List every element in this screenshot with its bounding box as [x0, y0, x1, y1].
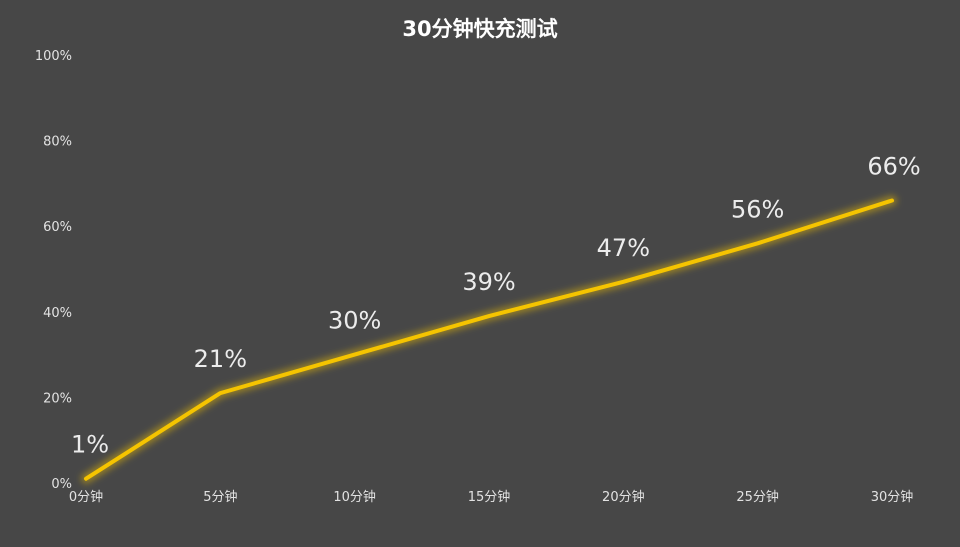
data-point — [487, 314, 491, 318]
x-tick-label: 15分钟 — [468, 489, 511, 505]
data-point — [756, 241, 760, 245]
chart-title: 30分钟快充测试 — [402, 17, 557, 41]
data-point — [890, 199, 894, 203]
data-labels: 1% 21% 30% 39% 47% 56% 66% — [71, 153, 921, 459]
y-tick-label: 20% — [43, 391, 72, 406]
x-tick-label: 20分钟 — [602, 489, 645, 505]
x-tick-label: 5分钟 — [203, 489, 237, 505]
data-label: 66% — [867, 153, 920, 181]
y-tick-label: 40% — [43, 306, 72, 321]
data-label: 47% — [597, 234, 650, 262]
y-tick-label: 60% — [43, 220, 72, 235]
x-tick-label: 25分钟 — [736, 489, 779, 505]
y-tick-label: 100% — [35, 49, 72, 64]
data-point — [218, 391, 222, 395]
x-tick-label: 0分钟 — [69, 489, 103, 505]
data-label: 1% — [71, 431, 109, 459]
series-layer — [81, 195, 897, 484]
data-label: 30% — [328, 307, 381, 335]
y-tick-label: 0% — [51, 477, 72, 492]
data-label: 21% — [194, 345, 247, 373]
y-tick-label: 80% — [43, 135, 72, 150]
x-tick-label: 30分钟 — [871, 489, 914, 505]
x-tick-label: 10分钟 — [333, 489, 376, 505]
data-label: 39% — [462, 268, 515, 296]
data-point — [84, 477, 88, 481]
y-axis: 0% 20% 40% 60% 80% 100% — [35, 49, 72, 492]
data-point — [621, 280, 625, 284]
series-line-glow — [81, 195, 897, 484]
data-point — [353, 353, 357, 357]
x-axis: 0分钟 5分钟 10分钟 15分钟 20分钟 25分钟 30分钟 — [69, 489, 913, 505]
data-label: 56% — [731, 195, 784, 223]
